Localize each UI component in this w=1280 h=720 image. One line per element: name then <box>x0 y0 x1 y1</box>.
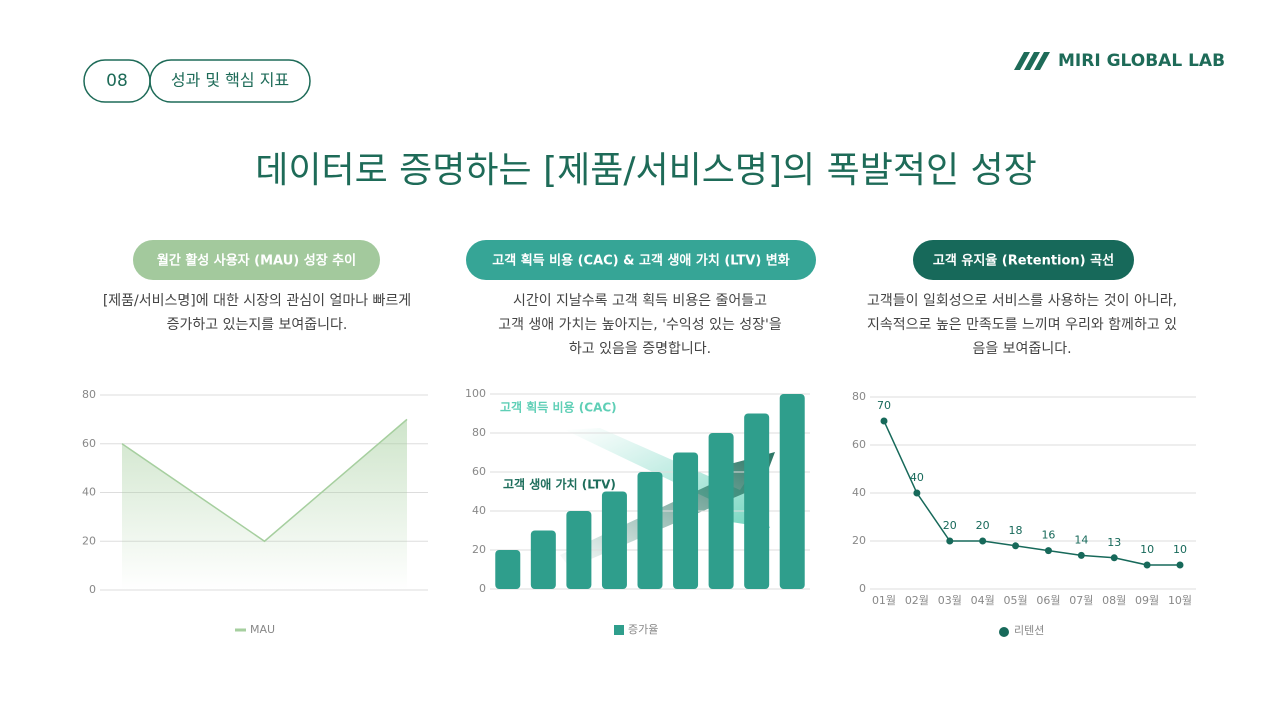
data-label: 40 <box>910 471 924 484</box>
x-tick-label: 02월 <box>905 594 929 607</box>
panel-pill <box>133 240 380 280</box>
y-tick-label: 0 <box>89 583 96 596</box>
point <box>1143 561 1151 569</box>
x-tick-label: 09월 <box>1135 594 1159 607</box>
point <box>1110 554 1118 562</box>
point <box>1012 542 1020 550</box>
panel-description: 시간이 지날수록 고객 획득 비용은 줄어들고 <box>513 293 767 309</box>
panel-description: 고객 생애 가치는 높아지는, '수익성 있는 성장'을 <box>498 317 782 333</box>
annotation: 고객 생애 가치 (LTV) <box>503 477 616 492</box>
y-tick-label: 40 <box>852 486 866 499</box>
y-tick-label: 80 <box>82 388 96 401</box>
data-label: 13 <box>1107 536 1121 549</box>
legend-swatch <box>999 627 1009 637</box>
panel-pill <box>466 240 816 280</box>
page-number: 08 <box>106 71 128 91</box>
y-tick-label: 80 <box>472 426 486 439</box>
y-tick-label: 20 <box>852 534 866 547</box>
data-label: 18 <box>1009 524 1023 537</box>
y-tick-label: 60 <box>852 438 866 451</box>
y-tick-label: 20 <box>82 534 96 547</box>
bar <box>779 394 805 589</box>
y-tick-label: 40 <box>472 504 486 517</box>
y-tick-label: 0 <box>479 582 486 595</box>
panel-description: 하고 있음을 증명합니다. <box>569 341 711 357</box>
x-tick-label: 03월 <box>938 594 962 607</box>
brand: MIRI GLOBAL LAB <box>1058 51 1225 71</box>
bar <box>495 550 521 589</box>
legend-label: 리텐션 <box>1014 624 1044 637</box>
line <box>121 418 408 543</box>
x-tick-label: 10월 <box>1168 594 1192 607</box>
y-tick-label: 100 <box>465 387 486 400</box>
y-tick-label: 20 <box>472 543 486 556</box>
x-tick-label: 04월 <box>971 594 995 607</box>
data-label: 20 <box>943 519 957 532</box>
point <box>979 537 987 545</box>
area <box>122 419 407 590</box>
point <box>1044 547 1052 555</box>
panel-title: 월간 활성 사용자 (MAU) 성장 추이 <box>157 253 356 269</box>
slide-title: 데이터로 증명하는 [제품/서비스명]의 폭발적인 성장 <box>255 150 1037 191</box>
bar <box>673 452 699 589</box>
line <box>883 420 1180 566</box>
data-label: 10 <box>1173 543 1187 556</box>
bar <box>637 472 663 589</box>
y-tick-label: 0 <box>859 582 866 595</box>
y-tick-label: 60 <box>82 437 96 450</box>
panel-description: 음을 보여줍니다. <box>972 341 1071 357</box>
trend-arrows <box>560 428 775 568</box>
data-label: 14 <box>1074 533 1088 546</box>
x-tick-label: 06월 <box>1036 594 1060 607</box>
bar <box>530 530 556 589</box>
legend-label: 증가율 <box>628 623 658 636</box>
panel-title: 고객 획득 비용 (CAC) & 고객 생애 가치 (LTV) 변화 <box>492 253 790 269</box>
bar <box>601 491 627 589</box>
panel-title: 고객 유지율 (Retention) 곡선 <box>933 253 1114 269</box>
point <box>880 417 888 425</box>
logo <box>1014 52 1050 70</box>
x-tick-label: 07월 <box>1069 594 1093 607</box>
panel-description: 증가하고 있는지를 보여줍니다. <box>167 317 348 333</box>
panel-description: 지속적으로 높은 만족도를 느끼며 우리와 함께하고 있 <box>867 317 1177 333</box>
panel-description: 고객들이 일회성으로 서비스를 사용하는 것이 아니라, <box>867 293 1177 309</box>
bar <box>744 413 770 589</box>
data-label: 70 <box>877 399 891 412</box>
y-tick-label: 60 <box>472 465 486 478</box>
data-label: 16 <box>1041 529 1055 542</box>
panel-pill <box>913 240 1134 280</box>
point <box>1077 551 1085 559</box>
x-tick-label: 01월 <box>872 594 896 607</box>
bar <box>708 433 734 589</box>
x-tick-label: 05월 <box>1003 594 1027 607</box>
y-tick-label: 80 <box>852 390 866 403</box>
y-tick-label: 40 <box>82 486 96 499</box>
annotation: 고객 획득 비용 (CAC) <box>500 400 617 415</box>
data-label: 20 <box>976 519 990 532</box>
section-pill <box>149 59 311 103</box>
legend-label: MAU <box>250 623 275 636</box>
point <box>913 489 921 497</box>
bar <box>566 511 592 589</box>
panel-description: [제품/서비스명]에 대한 시장의 관심이 얼마나 빠르게 <box>103 293 411 309</box>
point <box>1176 561 1184 569</box>
point <box>946 537 954 545</box>
legend-swatch <box>614 625 624 635</box>
section: 성과 및 핵심 지표 <box>171 71 289 90</box>
data-label: 10 <box>1140 543 1154 556</box>
x-tick-label: 08월 <box>1102 594 1126 607</box>
